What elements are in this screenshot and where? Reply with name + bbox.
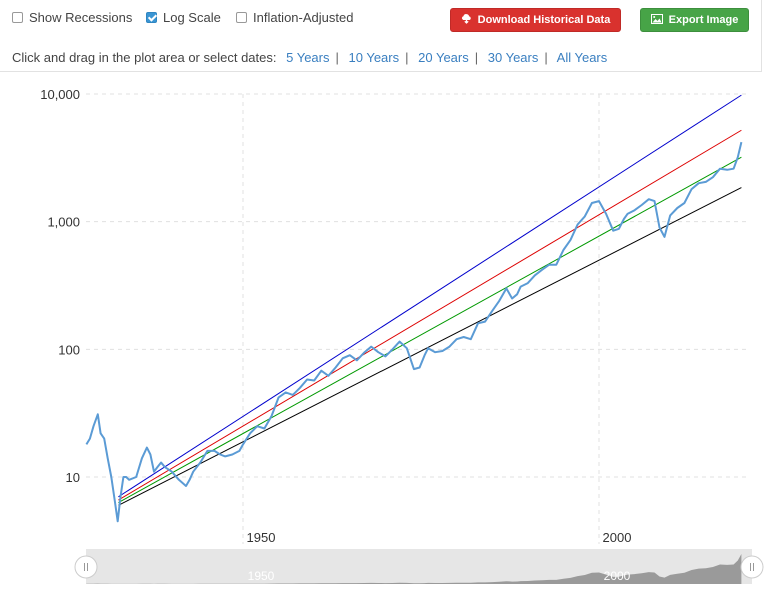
trend-line [118,187,742,506]
log-scale-toggle[interactable]: Log Scale [146,10,221,25]
price-chart[interactable]: 10 100 1,000 10,000 1950 2000 1950 2000 [0,72,766,592]
navigator-right-handle[interactable] [740,555,764,579]
y-tick-label: 100 [58,342,80,357]
inflation-adjusted-toggle[interactable]: Inflation-Adjusted [236,10,353,25]
y-tick-label: 10,000 [40,87,80,102]
show-recessions-checkbox[interactable] [12,12,23,23]
chart-grid [86,93,750,544]
handle-knob [740,555,764,579]
cloud-download-icon [461,13,472,27]
log-scale-label: Log Scale [163,10,221,25]
inflation-adjusted-checkbox[interactable] [236,12,247,23]
navigator-area [86,554,742,584]
trend-line [118,129,742,501]
range-5-years[interactable]: 5 Years [286,50,330,65]
export-button-label: Export Image [668,14,739,26]
trend-line [118,94,742,498]
handle-knob [74,555,98,579]
y-tick-label: 1,000 [47,215,80,230]
range-navigator[interactable]: 1950 2000 [74,549,764,584]
range-30-years[interactable]: 30 Years [487,50,539,65]
x-tick-label: 1950 [247,530,276,545]
show-recessions-label: Show Recessions [29,10,133,25]
price-series [85,141,743,523]
inflation-adjusted-label: Inflation-Adjusted [253,10,354,25]
y-axis-labels: 10 100 1,000 10,000 [40,87,80,485]
date-range-selector: Click and drag in the plot area or selec… [12,50,608,65]
navigator-tick-label: 1950 [248,569,275,583]
download-button-label: Download Historical Data [477,14,611,26]
navigator-left-handle[interactable] [74,555,98,579]
price-line [85,141,743,523]
date-range-prompt: Click and drag in the plot area or selec… [12,50,277,65]
export-image-button[interactable]: Export Image [640,8,749,32]
trend-lines [118,94,742,506]
download-historical-data-button[interactable]: Download Historical Data [450,8,621,32]
x-tick-label: 2000 [603,530,632,545]
log-scale-checkbox[interactable] [146,12,157,23]
range-10-years[interactable]: 10 Years [348,50,400,65]
range-20-years[interactable]: 20 Years [418,50,469,65]
trend-line [118,156,742,504]
x-axis-labels: 1950 2000 [247,530,632,545]
y-tick-label: 10 [66,470,80,485]
range-all-years[interactable]: All Years [556,50,608,65]
chart-toolbar: Show Recessions Log Scale Inflation-Adju… [0,0,762,72]
show-recessions-toggle[interactable]: Show Recessions [12,10,132,25]
image-icon [650,13,663,27]
navigator-tick-label: 2000 [604,569,631,583]
